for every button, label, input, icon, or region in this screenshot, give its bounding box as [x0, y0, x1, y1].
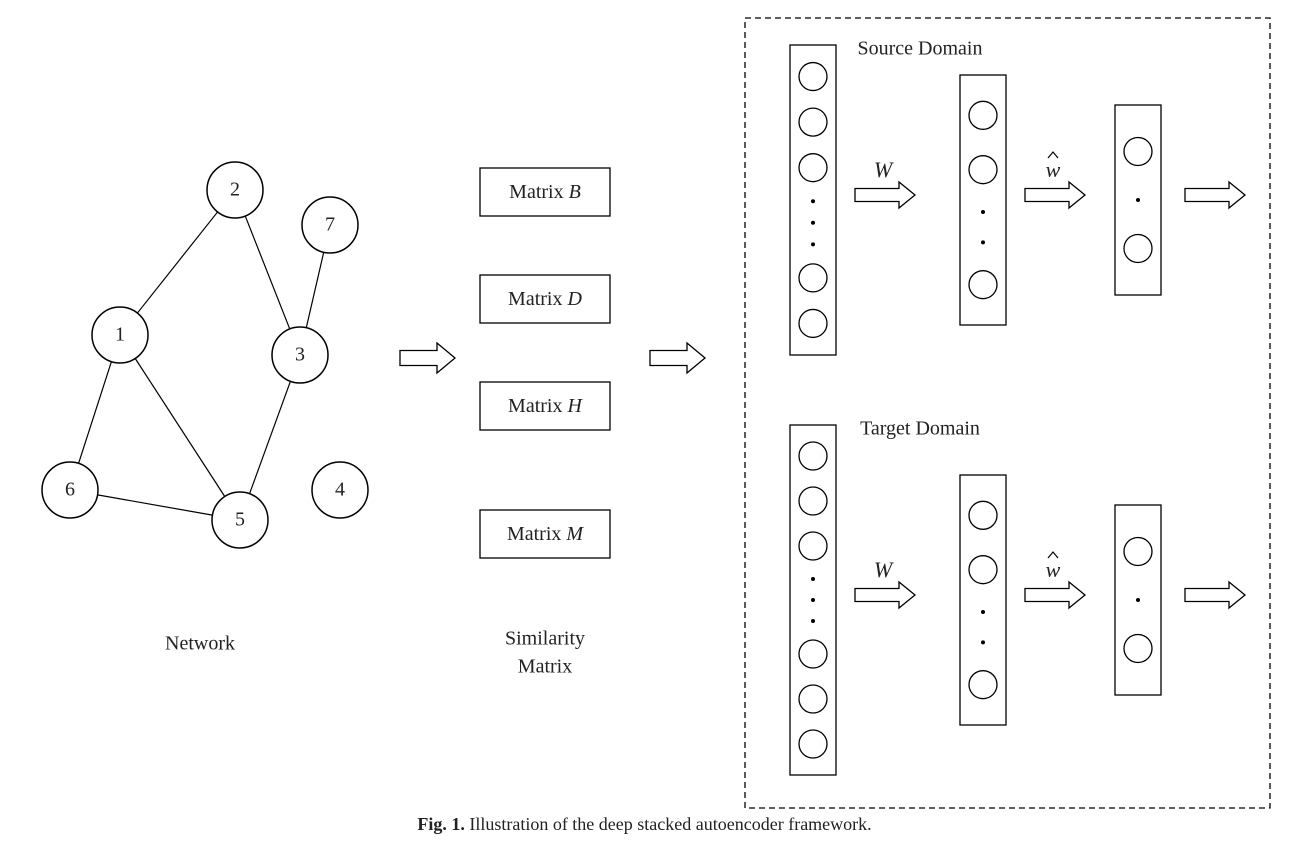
figure-page: 1234567NetworkMatrix BMatrix DMatrix HMa… — [0, 0, 1289, 865]
svg-text:2: 2 — [230, 179, 240, 201]
network-graph — [42, 162, 368, 548]
svg-text:Matrix M: Matrix M — [507, 523, 584, 545]
svg-text:3: 3 — [295, 344, 305, 366]
svg-text:1: 1 — [115, 324, 125, 346]
caption-text: Illustration of the deep stacked autoenc… — [469, 814, 871, 834]
svg-text:6: 6 — [65, 479, 75, 501]
svg-text:Source Domain: Source Domain — [858, 38, 983, 60]
svg-text:Similarity: Similarity — [505, 628, 585, 650]
svg-text:Target Domain: Target Domain — [860, 418, 980, 440]
svg-text:W: W — [874, 557, 894, 582]
figure-caption: Fig. 1. Illustration of the deep stacked… — [0, 814, 1289, 835]
svg-text:w: w — [1046, 157, 1061, 182]
svg-text:Matrix: Matrix — [518, 656, 572, 678]
diagram-canvas: 1234567NetworkMatrix BMatrix DMatrix HMa… — [0, 0, 1289, 820]
svg-text:4: 4 — [335, 479, 345, 501]
svg-text:Matrix D: Matrix D — [508, 288, 582, 310]
svg-text:5: 5 — [235, 509, 245, 531]
svg-text:7: 7 — [325, 214, 335, 236]
caption-prefix: Fig. 1. — [417, 814, 465, 834]
svg-text:W: W — [874, 157, 894, 182]
svg-text:Network: Network — [165, 633, 235, 655]
svg-text:Matrix B: Matrix B — [509, 181, 581, 203]
svg-text:w: w — [1046, 557, 1061, 582]
svg-text:Matrix H: Matrix H — [508, 395, 583, 417]
similarity-matrices: Matrix B Matrix D Matrix H Matrix M — [480, 168, 610, 558]
